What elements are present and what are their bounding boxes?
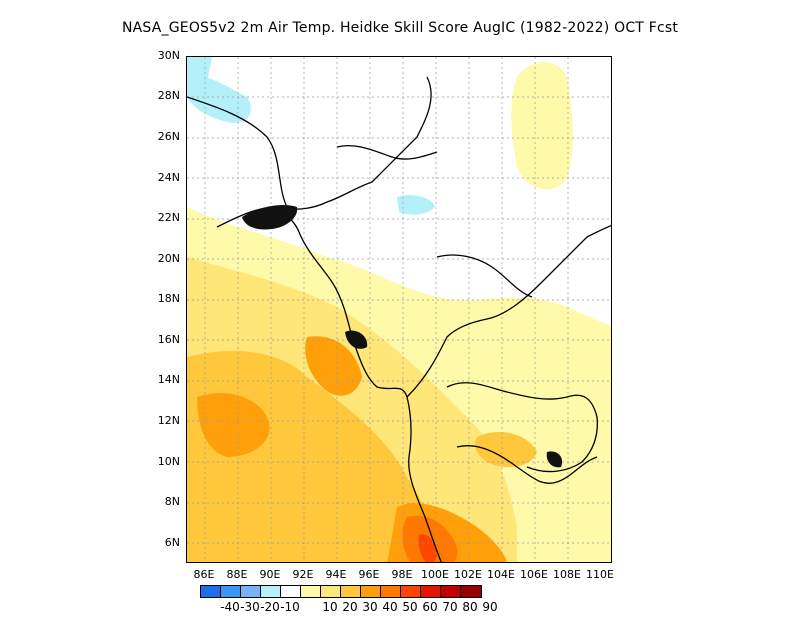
colorbar-label: 70 — [442, 600, 458, 614]
colorbar-label: 80 — [462, 600, 478, 614]
lat-label: 18N — [157, 292, 180, 305]
ganges-delta — [242, 205, 298, 230]
shade-cambodia — [475, 432, 537, 468]
colorbar-swatch — [441, 586, 461, 597]
mekong-delta — [546, 451, 563, 468]
map-canvas — [187, 57, 611, 562]
colorbar-label: -30 — [240, 600, 260, 614]
colorbar-swatch — [221, 586, 241, 597]
lon-label: 90E — [259, 568, 281, 581]
colorbar-swatch — [401, 586, 421, 597]
shade-north-yellow — [511, 62, 573, 190]
irrawaddy-delta — [345, 330, 368, 349]
lon-label: 92E — [292, 568, 314, 581]
lon-label: 86E — [193, 568, 215, 581]
shade-northwest-blue — [187, 76, 251, 123]
colorbar-swatch — [341, 586, 361, 597]
lat-label: 6N — [164, 536, 180, 549]
lat-label: 10N — [157, 455, 180, 468]
colorbar-swatch — [261, 586, 281, 597]
lon-label: 88E — [226, 568, 248, 581]
lon-label: 104E — [487, 568, 515, 581]
lon-label: 98E — [391, 568, 413, 581]
colorbar-swatch — [461, 586, 481, 597]
colorbar-swatch — [421, 586, 441, 597]
colorbar-label: -20 — [260, 600, 280, 614]
colorbar-label: 30 — [362, 600, 378, 614]
colorbar-swatch — [321, 586, 341, 597]
shade-deeporange-1 — [197, 393, 270, 457]
lat-label: 24N — [157, 171, 180, 184]
lat-label: 30N — [157, 49, 180, 62]
lon-label: 102E — [454, 568, 482, 581]
lon-label: 108E — [553, 568, 581, 581]
lon-label: 106E — [520, 568, 548, 581]
colorbar-label: -40 — [220, 600, 240, 614]
gridlines — [187, 57, 611, 562]
colorbar-swatch — [201, 586, 221, 597]
colorbar-label: 40 — [382, 600, 398, 614]
lon-label: 96E — [358, 568, 380, 581]
colorbar-swatch — [361, 586, 381, 597]
lon-label: 110E — [586, 568, 614, 581]
lon-label: 94E — [325, 568, 347, 581]
shade-red-2 — [418, 534, 437, 562]
lat-label: 20N — [157, 252, 180, 265]
shade-top-blue — [187, 57, 212, 82]
lat-label: 12N — [157, 414, 180, 427]
colorbar-label: 10 — [322, 600, 338, 614]
lat-label: 14N — [157, 373, 180, 386]
lat-label: 22N — [157, 211, 180, 224]
colorbar-label: 60 — [422, 600, 438, 614]
colorbar-label: 90 — [482, 600, 498, 614]
colorbar-swatch — [281, 586, 301, 597]
colorbar-swatch — [241, 586, 261, 597]
colorbar-swatch — [381, 586, 401, 597]
colorbar-swatch — [301, 586, 321, 597]
lat-label: 26N — [157, 130, 180, 143]
lon-label: 100E — [421, 568, 449, 581]
colorbar-label: 20 — [342, 600, 358, 614]
colorbar-label: 50 — [402, 600, 418, 614]
lat-label: 16N — [157, 333, 180, 346]
chart-title: NASA_GEOS5v2 2m Air Temp. Heidke Skill S… — [121, 20, 679, 36]
colorbar — [200, 585, 482, 598]
lat-label: 28N — [157, 89, 180, 102]
colorbar-label: -10 — [280, 600, 300, 614]
map-panel — [186, 56, 612, 563]
lat-label: 8N — [164, 495, 180, 508]
shade-central-blue — [397, 195, 435, 215]
